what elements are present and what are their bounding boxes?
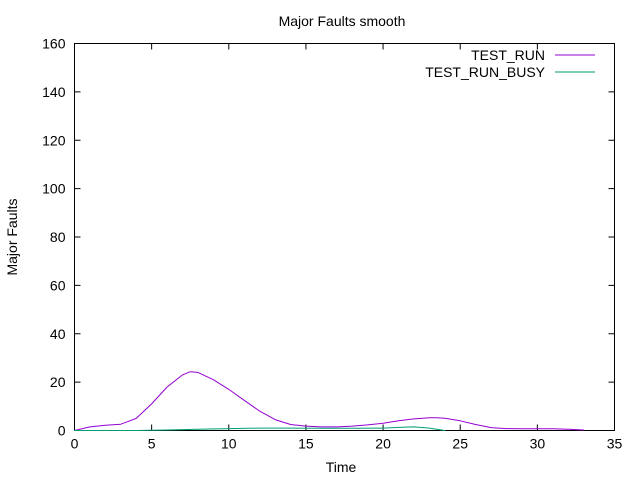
x-tick-label: 35 <box>607 436 623 452</box>
y-tick-label: 60 <box>50 277 66 293</box>
legend-label: TEST_RUN_BUSY <box>425 64 545 80</box>
series-lines <box>74 371 585 431</box>
y-tick-label: 20 <box>50 374 66 390</box>
chart-title: Major Faults smooth <box>279 13 406 29</box>
axis-ticks: 0 5 10 15 20 25 30 35 0 20 40 60 80 100 120 140 160 <box>42 36 622 452</box>
series-line-1 <box>74 371 585 431</box>
x-tick-label: 30 <box>530 436 546 452</box>
x-tick-label: 5 <box>148 436 156 452</box>
x-axis-label: Time <box>326 459 357 475</box>
y-tick-label: 40 <box>50 326 66 342</box>
y-tick-label: 120 <box>42 132 66 148</box>
y-axis-label: Major Faults <box>4 198 20 275</box>
x-tick-label: 0 <box>71 436 79 452</box>
y-tick-label: 100 <box>42 181 66 197</box>
x-tick-label: 10 <box>221 436 237 452</box>
plot-frame <box>74 43 615 431</box>
series-line-2 <box>74 426 446 431</box>
x-tick-label: 20 <box>375 436 391 452</box>
y-tick-label: 80 <box>50 229 66 245</box>
y-tick-label: 160 <box>42 36 66 52</box>
y-tick-label: 140 <box>42 84 66 100</box>
legend-label: TEST_RUN <box>471 47 545 63</box>
x-tick-label: 15 <box>298 436 314 452</box>
x-tick-label: 25 <box>452 436 468 452</box>
y-tick-label: 0 <box>58 423 66 439</box>
